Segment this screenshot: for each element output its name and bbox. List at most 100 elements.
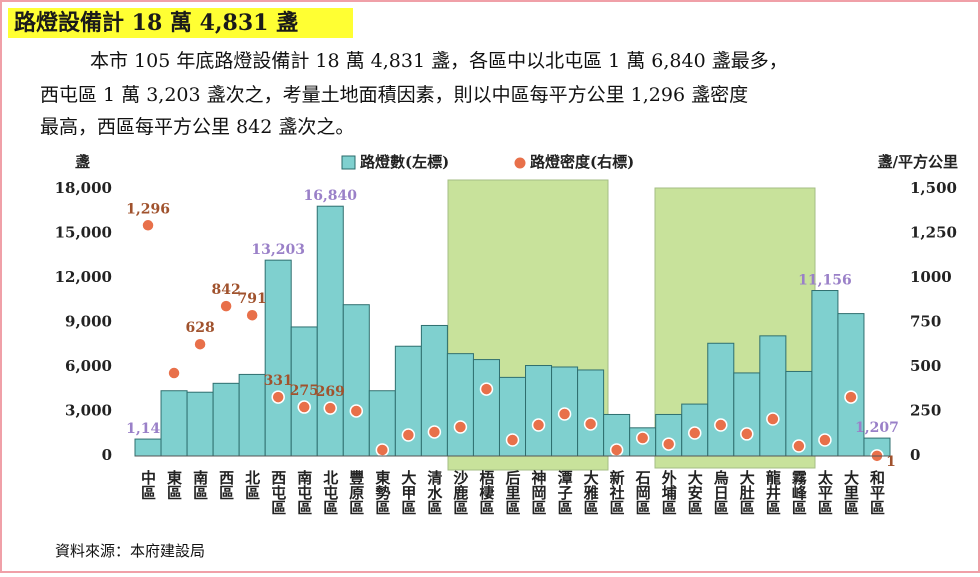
dot (531, 418, 546, 432)
x-tick-label: 西區 (217, 470, 235, 500)
bar-label: 1,207 (855, 420, 899, 436)
bar (212, 382, 240, 457)
x-tick-label: 龍井區 (764, 469, 782, 515)
dot (453, 420, 468, 434)
x-tick-label: 石岡區 (634, 470, 652, 515)
legend-swatch (341, 155, 356, 170)
dot (141, 218, 155, 233)
x-tick-label: 清水區 (425, 469, 443, 515)
title-highlight (8, 8, 353, 38)
x-tick-label: 南屯區 (295, 469, 313, 515)
dot (349, 404, 364, 418)
bar-label: 13,203 (251, 242, 305, 258)
bar (577, 369, 605, 457)
y-tick-label: 6,000 (65, 357, 112, 375)
dot-label: 1,296 (126, 201, 170, 217)
title: 路燈設備計 18 萬 4,831 盞 (14, 10, 298, 36)
bar (134, 438, 162, 457)
x-tick-label: 外埔區 (660, 469, 678, 515)
bar (238, 373, 266, 457)
dot (818, 433, 832, 447)
x-tick-label: 中區 (139, 469, 157, 500)
x-tick-label: 新社區 (608, 469, 626, 515)
bar (160, 390, 188, 457)
bar-label: 16,840 (303, 188, 357, 204)
x-tick-label: 和平區 (868, 470, 886, 515)
bar (446, 353, 474, 457)
x-tick-label: 神岡區 (530, 469, 548, 515)
bar (264, 259, 292, 457)
y-tick-label: 12,000 (55, 268, 112, 286)
dot (635, 431, 650, 445)
dot (219, 299, 233, 313)
dot (792, 439, 806, 453)
dot (740, 427, 754, 441)
dot-label: 331 (264, 373, 293, 389)
bar (342, 304, 370, 457)
y2-tick-label: 750 (910, 313, 941, 331)
x-tick-label: 大肚區 (738, 469, 756, 515)
bar (316, 205, 344, 457)
y2-tick-label: 1000 (910, 268, 952, 286)
x-tick-label: 大安區 (686, 469, 704, 515)
dot (609, 443, 624, 457)
bar (837, 313, 865, 457)
legend-swatch (513, 156, 527, 170)
dot (479, 382, 494, 396)
intro-line: 最高，西區每平方公里 842 盞次之。 (40, 116, 354, 138)
dot (505, 433, 520, 447)
dot-label: 1 (886, 454, 896, 470)
dot-label: 791 (238, 291, 267, 307)
dot (687, 426, 702, 440)
x-tick-label: 潭子區 (556, 470, 574, 515)
x-tick-label: 東區 (165, 469, 183, 500)
dot (714, 418, 728, 432)
x-tick-label: 北區 (243, 470, 261, 500)
dot (844, 390, 858, 404)
x-tick-label: 梧棲區 (477, 469, 495, 515)
dot (245, 308, 259, 322)
y2-axis-label: 盞/平方公里 (878, 153, 958, 171)
dot-label: 269 (316, 384, 345, 400)
y2-tick-label: 250 (910, 402, 941, 420)
bar (707, 342, 735, 457)
y2-tick-label: 0 (910, 446, 920, 464)
y-tick-label: 15,000 (55, 224, 112, 242)
x-tick-label: 烏日區 (712, 469, 730, 515)
intro-line: 西屯區 1 萬 3,203 盞次之，考量土地面積因素，則以中區每平方公里 1,2… (40, 84, 748, 106)
y-tick-label: 18,000 (55, 179, 112, 197)
bar (472, 359, 500, 457)
x-tick-label: 東勢區 (373, 469, 391, 515)
dot (557, 407, 572, 421)
y2-tick-label: 500 (910, 357, 941, 375)
legend-label: 路燈密度(右標) (530, 153, 634, 171)
intro-line: 本市 105 年底路燈設備計 18 萬 4,831 盞，各區中以北屯區 1 萬 … (90, 50, 788, 72)
legend-label: 路燈數(左標) (360, 153, 449, 171)
y-axis-label: 盞 (75, 153, 90, 171)
dot-label: 275 (290, 383, 319, 399)
dot-label: 842 (212, 282, 241, 298)
dot (271, 390, 285, 404)
x-tick-label: 北屯區 (321, 470, 339, 515)
x-tick-label: 大雅區 (582, 469, 600, 515)
dot (323, 401, 338, 415)
x-tick-label: 西屯區 (269, 470, 287, 515)
x-tick-label: 霧峰區 (790, 469, 808, 515)
x-tick-label: 南區 (191, 469, 209, 500)
y-tick-label: 0 (102, 446, 112, 464)
dot (375, 443, 390, 457)
dot (661, 437, 676, 451)
dot (401, 428, 416, 442)
x-tick-label: 沙鹿區 (451, 470, 469, 515)
dot (427, 425, 442, 439)
x-tick-label: 大甲區 (399, 469, 417, 515)
dot (167, 366, 181, 380)
bar (733, 372, 761, 457)
y-tick-label: 3,000 (65, 402, 112, 420)
y2-tick-label: 1,500 (910, 179, 957, 197)
bar (186, 391, 214, 457)
dot (766, 412, 780, 426)
dot (193, 337, 207, 351)
x-tick-label: 后里區 (504, 470, 522, 515)
dot-label: 628 (185, 320, 214, 336)
